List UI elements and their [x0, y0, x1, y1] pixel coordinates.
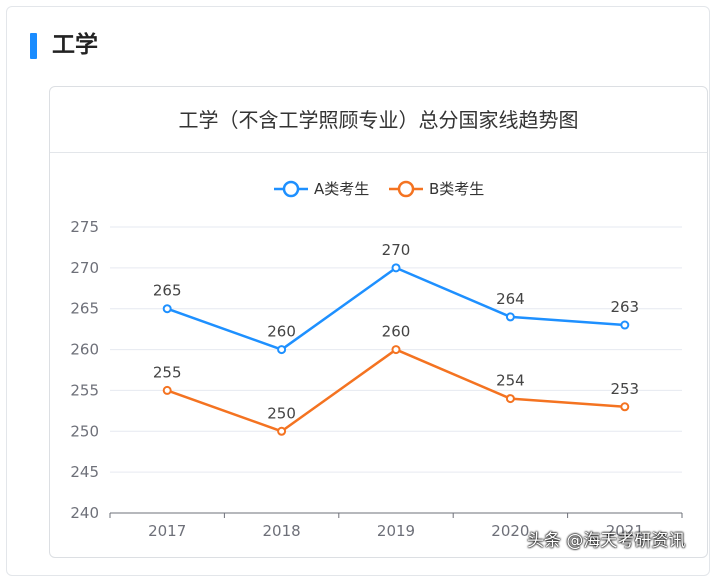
data-label: 264 [496, 290, 525, 308]
x-tick-label: 2021 [606, 522, 644, 540]
data-label: 265 [153, 282, 182, 300]
y-tick-label: 275 [70, 218, 99, 236]
data-label: 253 [610, 380, 639, 398]
section-accent-bar [30, 33, 37, 59]
data-point [277, 345, 287, 355]
data-label: 254 [496, 372, 525, 390]
data-point [505, 394, 515, 404]
x-tick-label: 2018 [263, 522, 301, 540]
section-title: 工学 [52, 32, 98, 58]
data-label: 260 [267, 323, 296, 341]
data-label: 250 [267, 404, 296, 422]
y-tick-label: 260 [70, 341, 99, 359]
legend-label: A类考生 [314, 180, 369, 198]
data-point [391, 263, 401, 273]
x-tick-label: 2017 [148, 522, 186, 540]
legend-marker [397, 180, 415, 198]
data-point [162, 385, 172, 395]
data-label: 270 [382, 241, 411, 259]
y-tick-label: 255 [70, 381, 99, 399]
data-point [391, 345, 401, 355]
chart-title: 工学（不含工学照顾专业）总分国家线趋势图 [50, 87, 707, 153]
data-point [505, 312, 515, 322]
x-tick-label: 2020 [491, 522, 529, 540]
y-tick-label: 270 [70, 259, 99, 277]
y-tick-label: 265 [70, 300, 99, 318]
y-tick-label: 240 [70, 504, 99, 522]
data-label: 255 [153, 363, 182, 381]
data-label: 263 [610, 298, 639, 316]
data-label: 260 [382, 323, 411, 341]
legend-label: B类考生 [429, 180, 484, 198]
data-point [277, 426, 287, 436]
legend-marker [282, 180, 300, 198]
data-point [162, 304, 172, 314]
data-point [620, 402, 630, 412]
data-point [620, 320, 630, 330]
x-tick-label: 2019 [377, 522, 415, 540]
y-tick-label: 245 [70, 463, 99, 481]
y-tick-label: 250 [70, 422, 99, 440]
watermark: 头条 @海天考研资讯 [527, 531, 686, 551]
